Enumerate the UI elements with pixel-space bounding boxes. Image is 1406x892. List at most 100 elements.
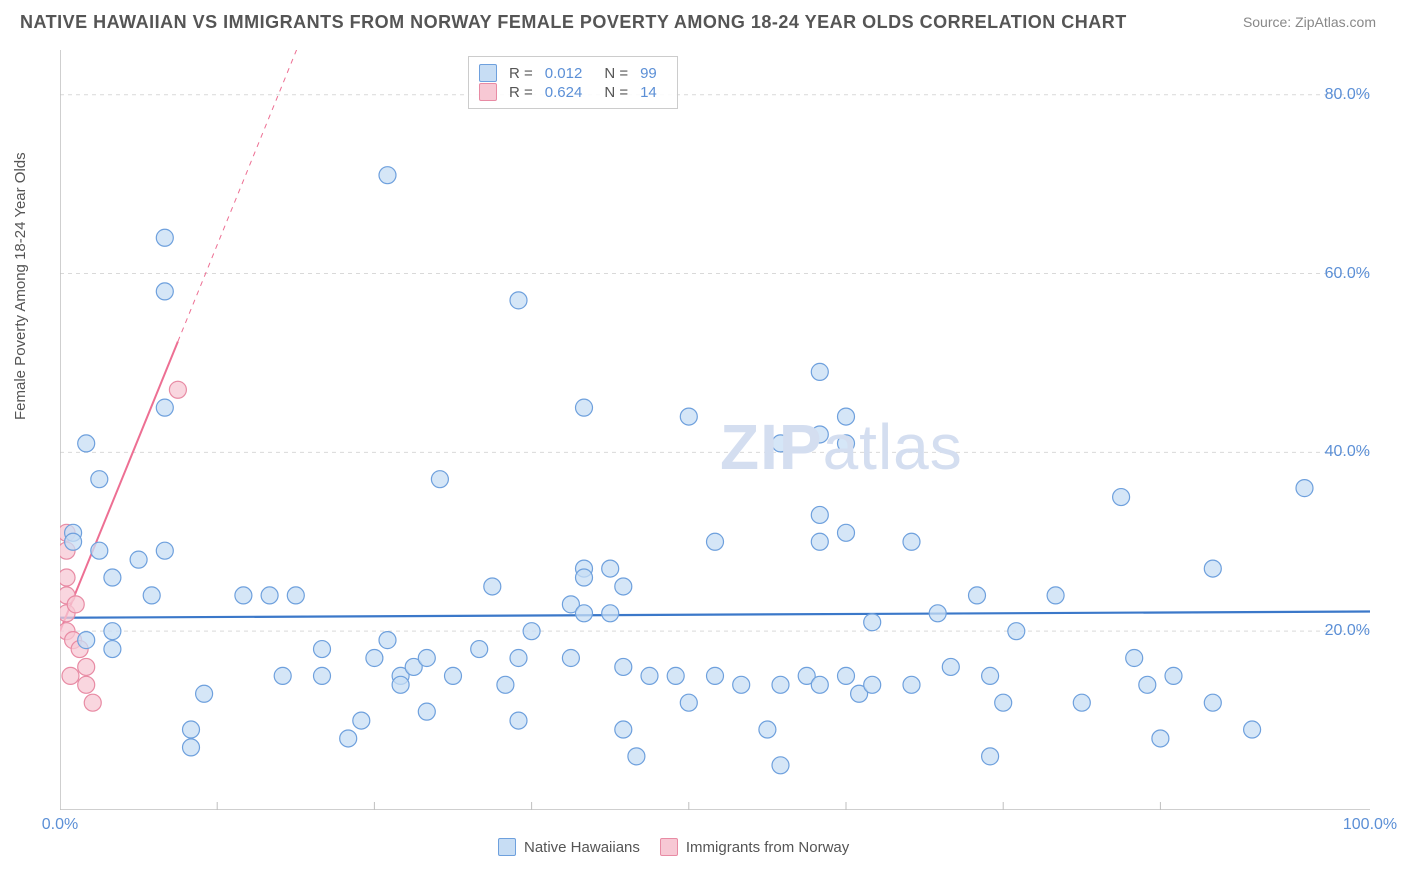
data-point [1296,480,1313,497]
data-point [811,363,828,380]
data-point [576,399,593,416]
y-tick-label: 40.0% [1325,443,1370,461]
data-point [615,658,632,675]
legend-r-value: 0.012 [545,65,583,82]
y-tick-label: 80.0% [1325,86,1370,104]
x-axis-min-label: 0.0% [42,816,78,834]
legend-n-label: N = [604,65,628,82]
data-point [471,641,488,658]
legend-swatch [479,64,497,82]
data-point [628,748,645,765]
data-point [62,667,79,684]
data-point [445,667,462,684]
data-point [431,471,448,488]
legend-n-value: 99 [640,65,657,82]
data-point [995,694,1012,711]
data-point [196,685,213,702]
data-point [510,650,527,667]
data-point [811,533,828,550]
data-point [733,676,750,693]
data-point [353,712,370,729]
data-point [982,667,999,684]
data-point [497,676,514,693]
data-point [838,408,855,425]
data-point [314,641,331,658]
data-point [602,605,619,622]
data-point [969,587,986,604]
legend-swatch [479,83,497,101]
legend-swatch [498,838,516,856]
data-point [156,283,173,300]
chart-title: NATIVE HAWAIIAN VS IMMIGRANTS FROM NORWA… [20,12,1127,33]
data-point [838,435,855,452]
data-point [91,542,108,559]
data-point [1126,650,1143,667]
data-point [183,721,200,738]
data-point [484,578,501,595]
data-point [183,739,200,756]
x-axis-max-label: 100.0% [1343,816,1397,834]
legend-row: R =0.624 N =14 [479,83,667,101]
data-point [1008,623,1025,640]
data-point [156,399,173,416]
data-point [78,435,95,452]
data-point [1139,676,1156,693]
data-point [274,667,291,684]
data-point [169,381,186,398]
data-point [1204,694,1221,711]
data-point [942,658,959,675]
data-point [903,533,920,550]
source-label: Source: ZipAtlas.com [1243,14,1376,30]
legend-r-value: 0.624 [545,84,583,101]
data-point [104,569,121,586]
data-point [707,667,724,684]
data-point [1244,721,1261,738]
data-point [392,676,409,693]
data-point [1047,587,1064,604]
data-point [864,614,881,631]
data-point [418,703,435,720]
data-point [287,587,304,604]
y-axis-label: Female Poverty Among 18-24 Year Olds [12,152,29,420]
data-point [680,408,697,425]
y-tick-label: 20.0% [1325,622,1370,640]
data-point [772,676,789,693]
data-point [1113,489,1130,506]
data-point [91,471,108,488]
legend-item: Immigrants from Norway [660,838,849,856]
data-point [235,587,252,604]
data-point [156,542,173,559]
legend-series-name: Immigrants from Norway [686,839,849,856]
data-point [838,524,855,541]
legend-series-name: Native Hawaiians [524,839,640,856]
data-point [78,658,95,675]
trend-line [60,341,178,631]
data-point [418,650,435,667]
legend-item: Native Hawaiians [498,838,640,856]
data-point [510,292,527,309]
data-point [78,676,95,693]
data-point [615,578,632,595]
data-point [156,229,173,246]
data-point [562,650,579,667]
trend-line [60,612,1370,618]
data-point [104,623,121,640]
data-point [838,667,855,684]
data-point [982,748,999,765]
data-point [615,721,632,738]
data-point [60,569,75,586]
data-point [576,605,593,622]
data-point [772,757,789,774]
data-point [811,676,828,693]
data-point [78,632,95,649]
plot-area: 20.0%40.0%60.0%80.0% 0.0% 100.0% ZIPatla… [60,50,1370,810]
data-point [65,533,82,550]
legend-row: R =0.012 N =99 [479,64,667,82]
data-point [1073,694,1090,711]
data-point [1152,730,1169,747]
legend-swatch [660,838,678,856]
series-legend: Native Hawaiians Immigrants from Norway [498,838,849,856]
data-point [523,623,540,640]
data-point [1204,560,1221,577]
data-point [864,676,881,693]
